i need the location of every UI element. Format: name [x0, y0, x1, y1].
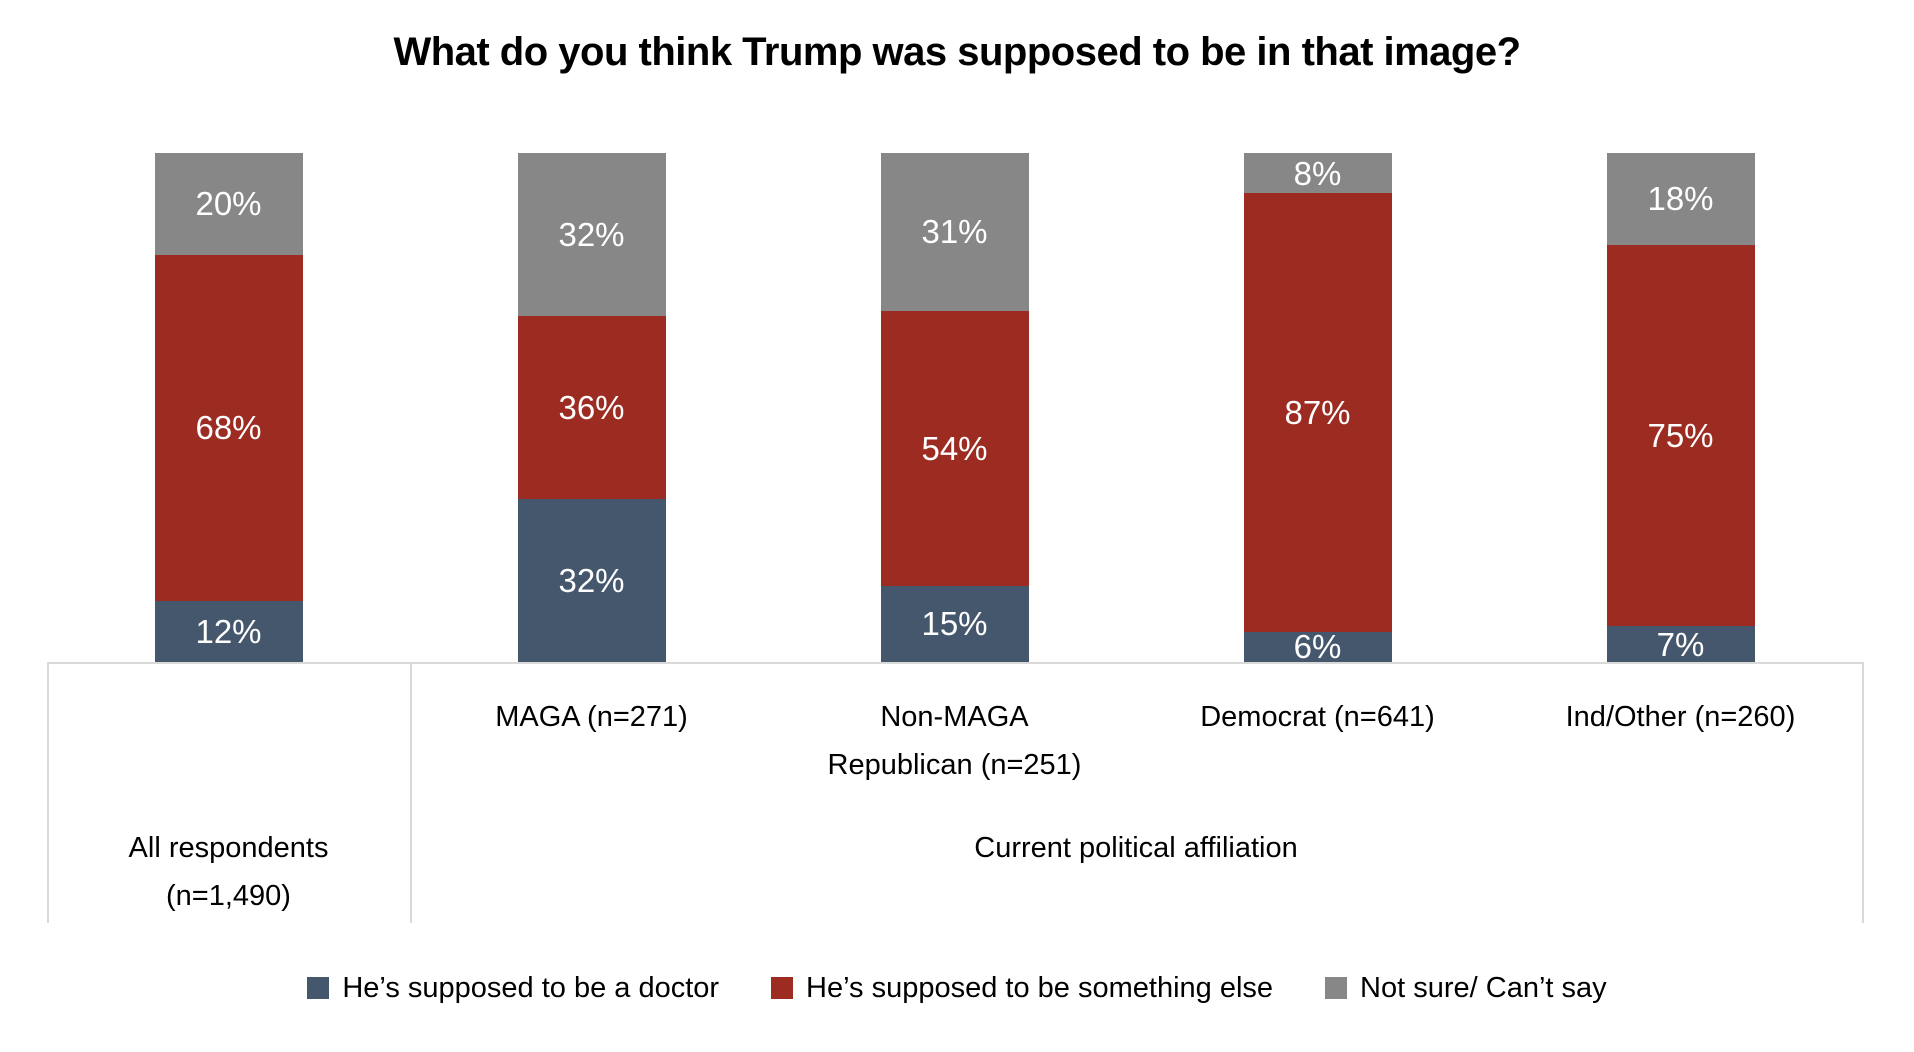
data-label: 15% [921, 605, 988, 643]
data-label: 54% [921, 429, 988, 467]
axis-baseline [47, 662, 1864, 664]
table-border-middle [410, 662, 412, 923]
bar-segment-series3: 31% [880, 153, 1029, 311]
bar-segment-series2: 36% [517, 315, 666, 500]
legend: He’s supposed to be a doctor He’s suppos… [0, 962, 1914, 1014]
bar-3: 15% 54% 31% [880, 153, 1029, 662]
legend-swatch-doctor-icon [307, 977, 330, 999]
data-label: 18% [1647, 180, 1714, 218]
data-label: 87% [1284, 394, 1351, 432]
data-label: 20% [195, 185, 262, 223]
legend-label-not-sure: Not sure/ Can’t say [1360, 971, 1607, 1004]
bar-segment-series3: 8% [1243, 153, 1392, 194]
data-label: 68% [195, 409, 262, 447]
bar-segment-series1: 15% [880, 585, 1029, 662]
data-label: 6% [1293, 628, 1342, 666]
bar-segment-series2: 68% [154, 254, 303, 601]
data-label: 75% [1647, 417, 1714, 454]
data-label: 36% [558, 389, 625, 426]
table-border-right [1862, 662, 1864, 923]
legend-swatch-something-else-icon [771, 977, 794, 999]
category-label-4: Democrat (n=641) [1200, 701, 1435, 733]
bar-2: 32% 36% 32% [517, 153, 666, 662]
bar-segment-series2: 87% [1243, 193, 1392, 632]
category-label-5: Ind/Other (n=260) [1565, 701, 1796, 733]
table-border-left [47, 662, 49, 923]
legend-item-doctor: He’s supposed to be a doctor [307, 972, 719, 1005]
category-label-2: MAGA (n=271) [495, 701, 688, 733]
bar-4: 6% 87% 8% [1243, 153, 1392, 666]
data-label: 32% [558, 215, 625, 253]
bar-segment-series2: 75% [1606, 244, 1755, 627]
bar-5: 7% 75% 18% [1606, 153, 1755, 663]
bar-1: 12% 68% 20% [154, 153, 303, 662]
bar-segment-series2: 54% [880, 310, 1029, 586]
group-label-2: Current political affiliation [974, 832, 1298, 864]
chart-title: What do you think Trump was supposed to … [393, 30, 1521, 74]
data-label: 7% [1656, 625, 1705, 663]
data-label: 32% [558, 562, 625, 600]
legend-item-not-sure: Not sure/ Can’t say [1325, 972, 1607, 1005]
bar-segment-series1: 6% [1243, 628, 1392, 666]
bar-segment-series3: 18% [1606, 153, 1755, 245]
category-label-3: Non-MAGA Republican (n=251) [827, 701, 1082, 781]
legend-swatch-not-sure-icon [1325, 977, 1348, 999]
bar-segment-series1: 12% [154, 600, 303, 662]
data-label: 31% [921, 213, 988, 251]
data-label: 12% [195, 612, 262, 650]
group-label-1: All respondents (n=1,490) [128, 832, 329, 912]
legend-label-something-else: He’s supposed to be something else [806, 971, 1274, 1004]
bar-segment-series1: 32% [517, 499, 666, 662]
bar-segment-series1: 7% [1606, 625, 1755, 663]
legend-label-doctor: He’s supposed to be a doctor [342, 971, 720, 1004]
legend-item-something-else: He’s supposed to be something else [771, 972, 1273, 1005]
data-label: 8% [1293, 154, 1342, 192]
bar-segment-series3: 32% [517, 153, 666, 316]
bar-segment-series3: 20% [154, 153, 303, 255]
